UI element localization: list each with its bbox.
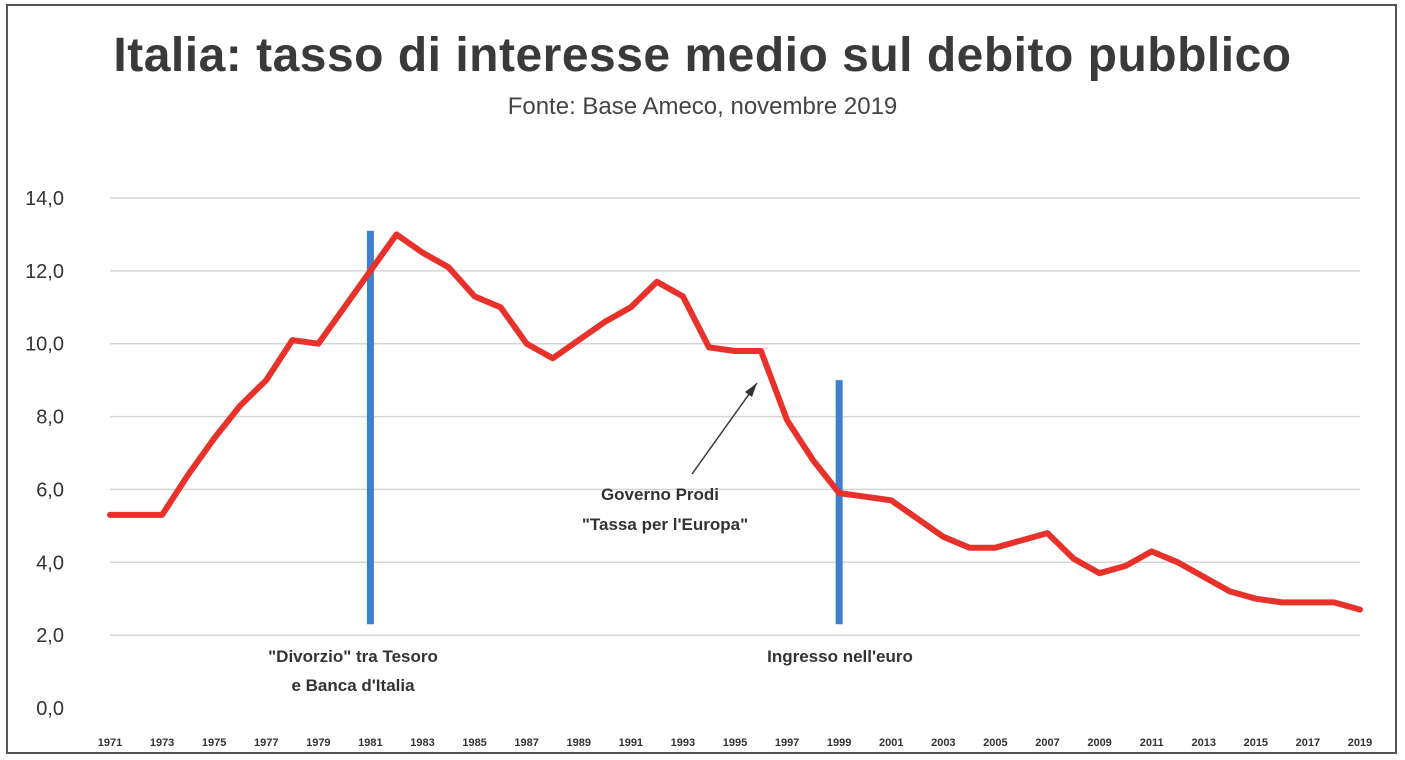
x-tick-label: 1975: [202, 737, 226, 749]
x-tick-label: 2009: [1087, 737, 1111, 749]
x-tick-label: 2015: [1244, 737, 1268, 749]
y-tick-label: 2,0: [36, 625, 64, 647]
annotation-arrow-line: [691, 382, 758, 475]
x-tick-label: 2019: [1348, 737, 1372, 749]
x-tick-label: 2017: [1296, 737, 1320, 749]
x-tick-label: 2005: [983, 737, 1007, 749]
x-tick-label: 2007: [1035, 737, 1059, 749]
x-axis-ticks: 1971 1973 1975 1977 1979 1981 1983 1985 1987 1989…: [98, 737, 1372, 749]
x-tick-label: 1993: [671, 737, 695, 749]
grid-lines: [110, 197, 1360, 636]
x-tick-label: 1991: [619, 737, 643, 749]
x-tick-label: 2003: [931, 737, 955, 749]
x-tick-label: 1973: [150, 737, 174, 749]
x-tick-label: 1971: [98, 737, 122, 749]
x-tick-label: 1981: [358, 737, 382, 749]
x-tick-label: 2001: [879, 737, 903, 749]
x-tick-label: 1979: [306, 737, 330, 749]
x-tick-label: 1987: [514, 737, 538, 749]
y-tick-label: 12,0: [25, 261, 64, 283]
chart-title: Italia: tasso di interesse medio sul deb…: [113, 29, 1292, 82]
x-tick-label: 2011: [1140, 737, 1164, 749]
x-tick-label: 1989: [567, 737, 591, 749]
annotation-arrow-head: [745, 383, 757, 397]
x-tick-label: 1997: [775, 737, 799, 749]
y-tick-label: 14,0: [25, 188, 64, 210]
annotations-group: "Divorzio" tra Tesoro e Banca d'Italia I…: [268, 382, 913, 695]
chart-subtitle: Fonte: Base Ameco, novembre 2019: [507, 93, 898, 120]
y-tick-label: 0,0: [36, 698, 64, 720]
x-tick-label: 1977: [254, 737, 278, 749]
annotation-divorzio-line2: e Banca d'Italia: [291, 676, 415, 695]
y-tick-label: 8,0: [36, 407, 64, 429]
event-lines: [366, 230, 843, 625]
annotation-prodi-line1: Governo Prodi: [601, 485, 719, 504]
y-tick-label: 10,0: [25, 334, 64, 356]
series-group: [107, 231, 1363, 613]
series-line: [107, 231, 1363, 613]
y-tick-label: 4,0: [36, 552, 64, 574]
y-axis-ticks: 0,0 2,0 4,0 6,0 8,0 10,0 12,0 14,0: [25, 188, 64, 720]
x-tick-label: 1985: [462, 737, 486, 749]
annotation-divorzio-line1: "Divorzio" tra Tesoro: [268, 647, 438, 666]
x-tick-label: 1983: [410, 737, 434, 749]
y-tick-label: 6,0: [36, 479, 64, 501]
x-tick-label: 2013: [1192, 737, 1216, 749]
x-tick-label: 1995: [723, 737, 747, 749]
annotation-prodi-line2: "Tassa per l'Europa": [582, 515, 748, 534]
annotation-euro: Ingresso nell'euro: [767, 647, 913, 666]
x-tick-label: 1999: [827, 737, 851, 749]
chart-frame: [6, 4, 1397, 754]
